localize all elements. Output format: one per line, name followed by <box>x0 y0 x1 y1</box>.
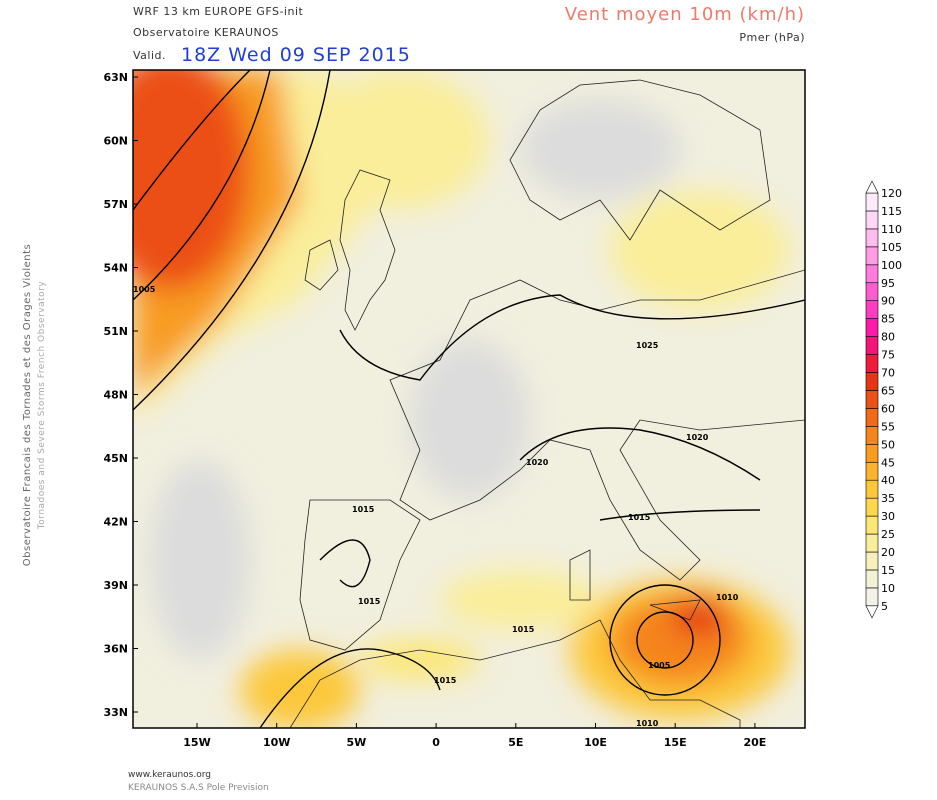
colorbar-box <box>865 336 879 355</box>
lon-label: 5W <box>347 736 367 749</box>
isobar-label: 1015 <box>352 505 375 514</box>
colorbar-box <box>865 210 879 230</box>
colorbar-label: 75 <box>881 349 895 362</box>
colorbar-label: 55 <box>881 420 895 433</box>
colorbar-label: 110 <box>881 223 902 236</box>
colorbar-box <box>865 300 879 319</box>
lat-label: 63N <box>103 71 128 84</box>
colorbar-box <box>865 408 879 427</box>
colorbar-box <box>865 192 879 212</box>
valid-prefix: Valid. <box>133 49 166 62</box>
wind-field <box>133 70 790 728</box>
lon-label: 15W <box>183 736 210 749</box>
side-text: Observatoire Francais des Tornades et de… <box>22 244 33 566</box>
isobar-label: 1020 <box>526 458 549 467</box>
colorbar-label: 25 <box>881 528 895 541</box>
colorbar-label: 85 <box>881 313 895 326</box>
colorbar-label: 35 <box>881 492 895 505</box>
lon-label: 5E <box>508 736 523 749</box>
colorbar: 5 10 15 20 25 30 35 40 45 50 55 60 65 70 75 80 85 90 95 100… <box>865 180 902 619</box>
colorbar-label: 60 <box>881 402 895 415</box>
colorbar-box <box>865 282 879 302</box>
lat-label: 51N <box>103 325 128 338</box>
colorbar-box <box>865 497 879 517</box>
lat-label: 39N <box>103 579 128 592</box>
colorbar-label: 105 <box>881 241 902 254</box>
isobar-label: 1015 <box>434 676 457 685</box>
map-field <box>133 70 805 728</box>
colorbar-box <box>865 569 879 589</box>
colorbar-label: 90 <box>881 295 895 308</box>
isobar-label: 1020 <box>686 433 709 442</box>
field-name: Vent moyen 10m (km/h) <box>565 4 805 25</box>
colorbar-arrow <box>865 180 879 194</box>
lat-label: 42N <box>103 516 128 529</box>
lat-label: 45N <box>103 452 128 465</box>
colorbar-box <box>865 426 879 445</box>
colorbar-box <box>865 461 879 481</box>
isobar-label: 1015 <box>628 513 651 522</box>
lon-label: 15E <box>664 736 687 749</box>
colorbar-box <box>865 228 879 248</box>
colorbar-label: 95 <box>881 277 895 290</box>
coastlines <box>289 79 805 728</box>
colorbar-label: 115 <box>881 205 902 218</box>
colorbar-label: 50 <box>881 438 895 451</box>
lon-label: 20E <box>743 736 766 749</box>
lat-label: 57N <box>103 198 128 211</box>
colorbar-label: 80 <box>881 331 895 344</box>
colorbar-label: 20 <box>881 546 895 559</box>
lon-label: 10W <box>263 736 290 749</box>
colorbar-label: 40 <box>881 474 895 487</box>
colorbar-label: 45 <box>881 456 895 469</box>
colorbar-label: 65 <box>881 384 895 397</box>
isobar-label: 1010 <box>716 593 739 602</box>
colorbar-label: 120 <box>881 187 902 200</box>
colorbar-box <box>865 318 879 337</box>
colorbar-box <box>865 390 879 409</box>
colorbar-label: 10 <box>881 582 895 595</box>
colorbar-label: 100 <box>881 259 902 272</box>
colorbar-box <box>865 372 879 391</box>
colorbar-box <box>865 479 879 499</box>
colorbar-box <box>865 246 879 266</box>
colorbar-box <box>865 587 879 607</box>
colorbar-box <box>865 551 879 571</box>
overlay-name: Pmer (hPa) <box>739 31 805 44</box>
colorbar-arrow <box>865 605 879 619</box>
colorbar-box <box>865 443 879 463</box>
org: Observatoire KERAUNOS <box>133 26 279 39</box>
model: WRF 13 km EUROPE GFS-init <box>133 5 303 18</box>
lon-label: 0 <box>432 736 440 749</box>
isobar-label: 1005 <box>648 661 671 670</box>
lat-label: 36N <box>103 643 128 656</box>
axes: 63N 60N 57N 54N 51N 48N 45N 42N 39N 36N 33N 15W 10W 5… <box>103 71 766 749</box>
colorbar-box <box>865 264 879 284</box>
isobar-label: 1015 <box>512 625 535 634</box>
colorbar-box <box>865 354 879 373</box>
lat-label: 33N <box>103 706 128 719</box>
isobar-label: 1010 <box>636 719 659 728</box>
map-frame <box>132 69 806 729</box>
colorbar-label: 70 <box>881 367 895 380</box>
lat-label: 60N <box>103 135 128 148</box>
footer: www.keraunos.org <box>128 770 211 780</box>
colorbar-box <box>865 515 879 535</box>
isobars <box>133 70 805 728</box>
colorbar-label: 30 <box>881 510 895 523</box>
colorbar-box <box>865 533 879 553</box>
isobar-label: 1005 <box>133 285 156 294</box>
isobar-label: 1015 <box>358 597 381 606</box>
colorbar-label: 5 <box>881 600 888 613</box>
isobar-label: 1025 <box>636 341 659 350</box>
lon-label: 10E <box>584 736 607 749</box>
footer: KERAUNOS S.A.S Pole Prevision <box>128 783 269 793</box>
valid-time: 18Z Wed 09 SEP 2015 <box>181 44 411 66</box>
lat-label: 54N <box>103 262 128 275</box>
colorbar-label: 15 <box>881 564 895 577</box>
side-text: Tornadoes and Severe Storms French Obser… <box>37 281 47 531</box>
lat-label: 48N <box>103 389 128 402</box>
